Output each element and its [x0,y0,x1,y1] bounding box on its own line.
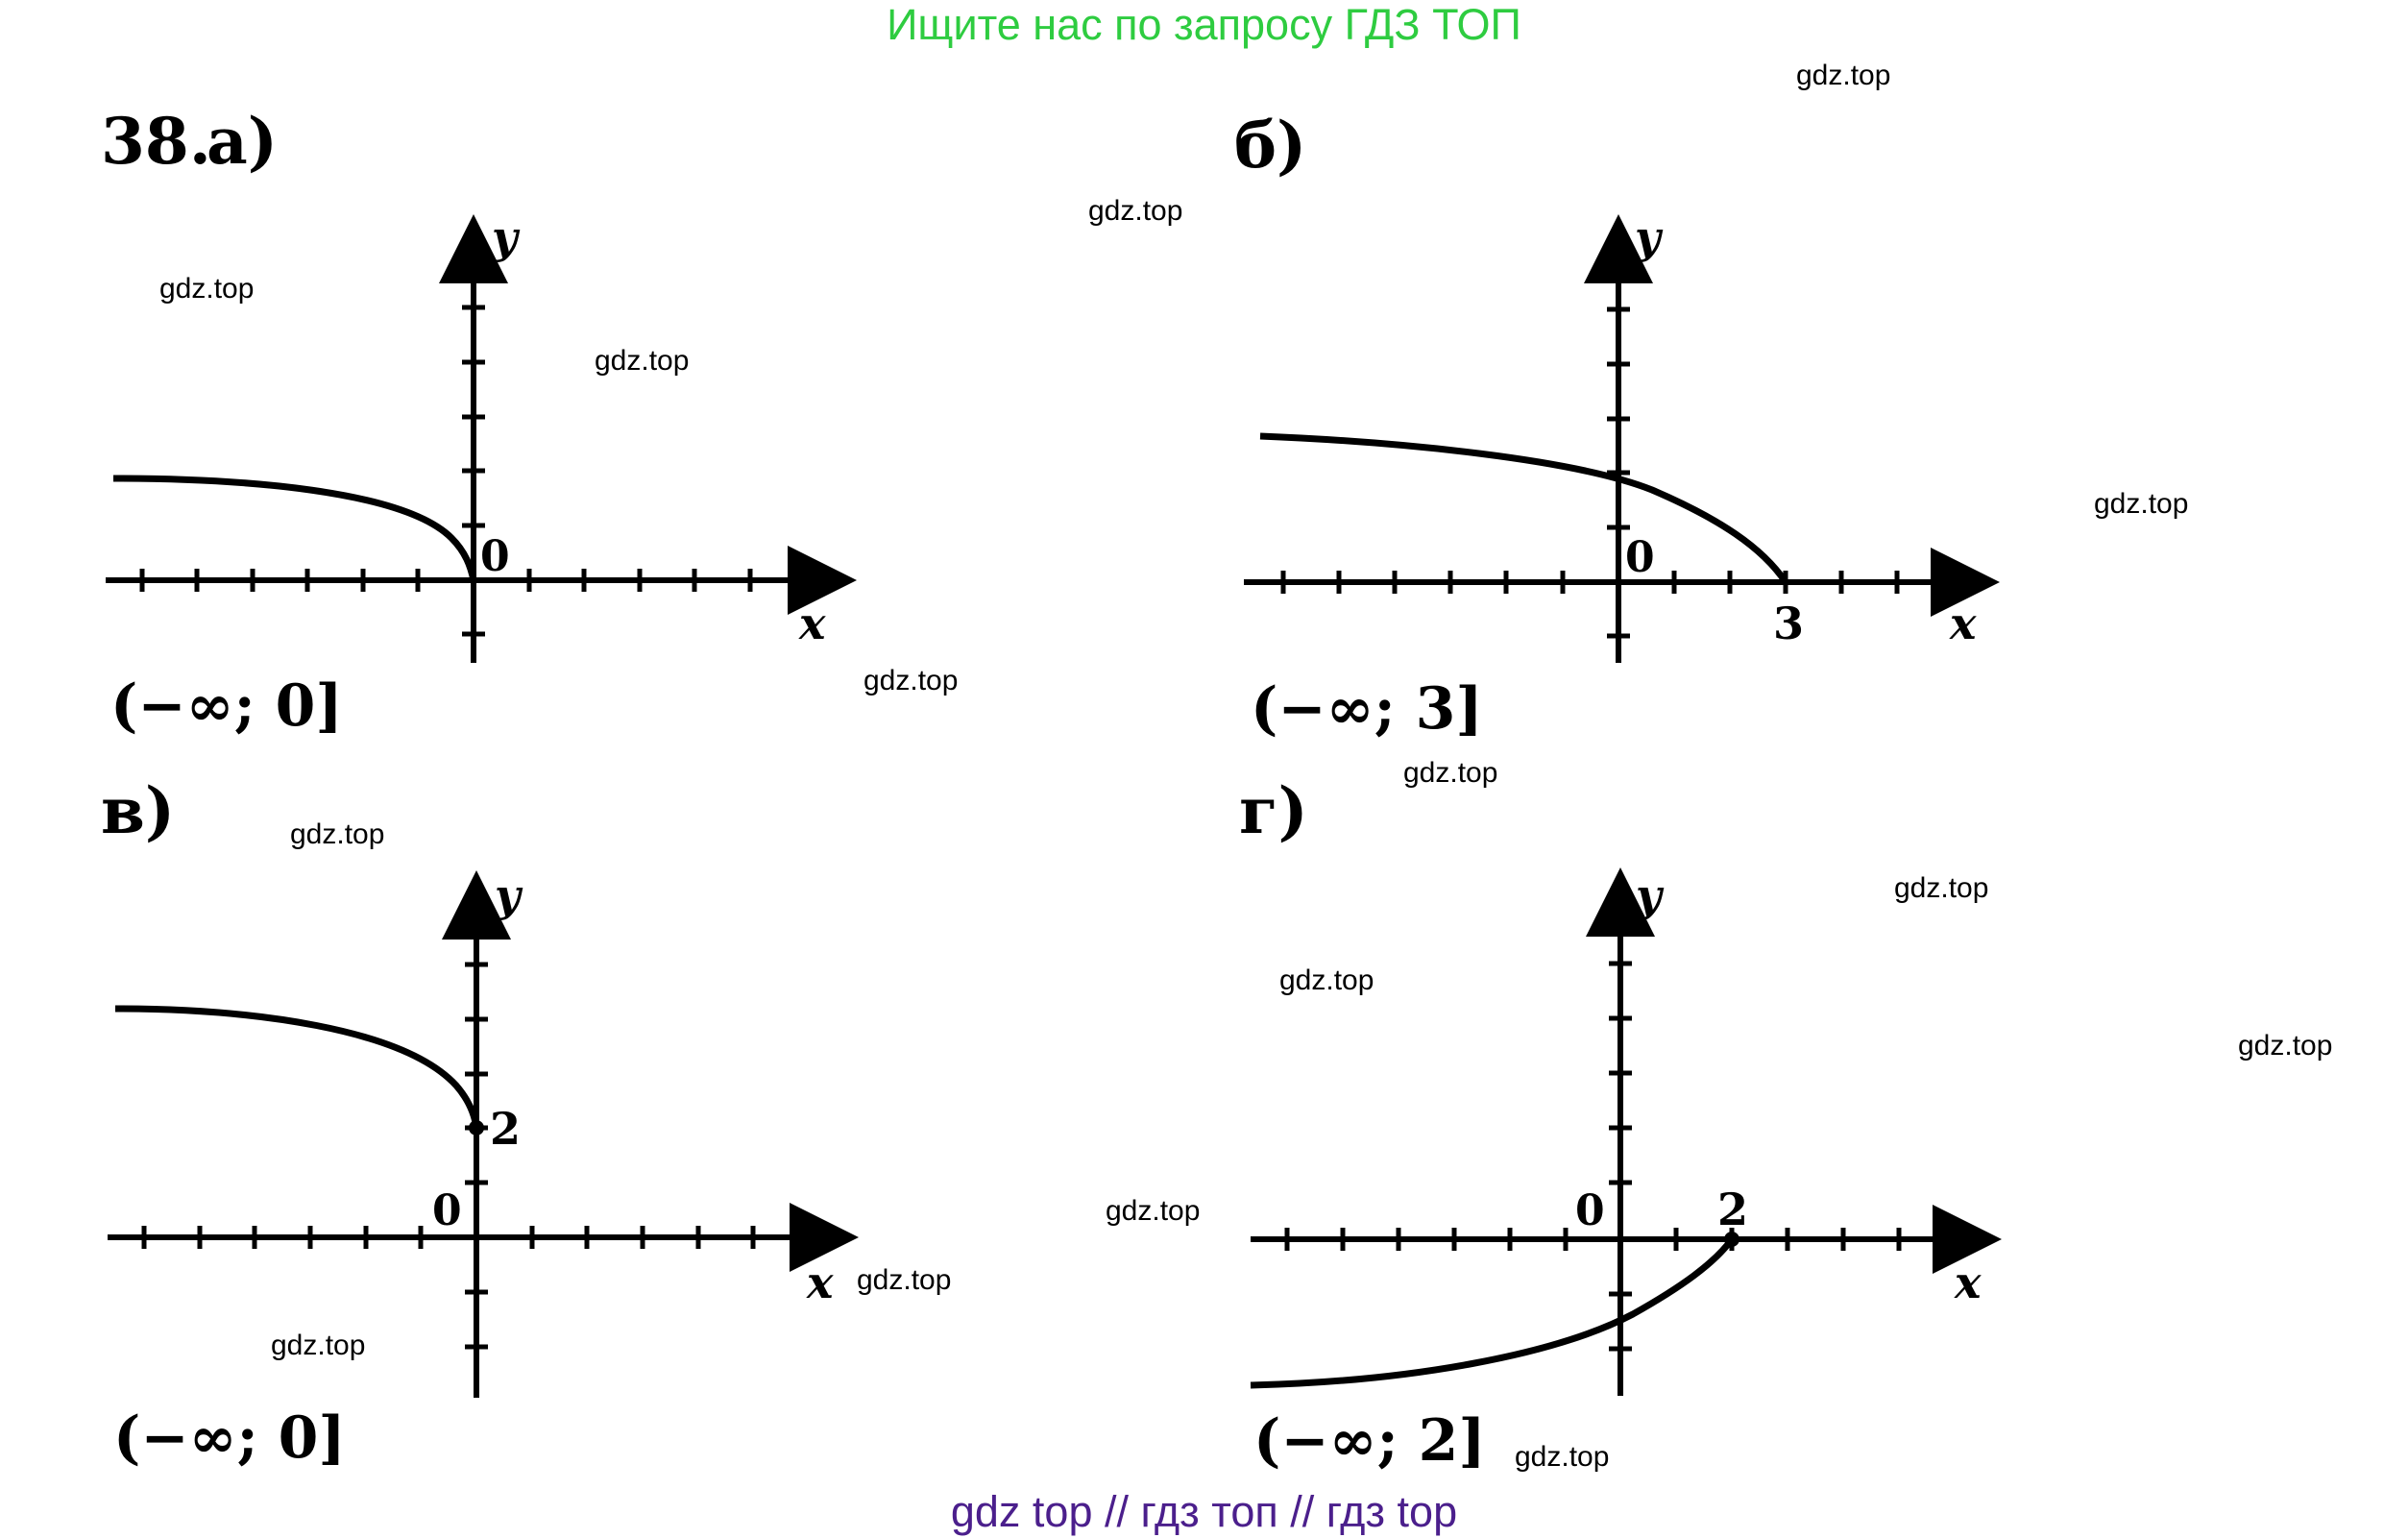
panel-a-y-label: y [492,211,518,263]
endpoint-dot [469,1120,484,1135]
panel-c-label: в) [101,773,176,848]
watermark: gdz.top [857,1264,952,1296]
watermark: gdz.top [1279,964,1374,996]
panel-d-answer: (−∞; 2] [1253,1407,1486,1475]
y-ticks [462,305,485,637]
panel-b-y-label: y [1635,211,1661,263]
panel-b-x-label: x [1950,598,1977,649]
panel-d-origin: 0 [1575,1186,1605,1235]
panel-d-x-mark: 2 [1717,1184,1749,1235]
panel-b-answer: (−∞; 3] [1251,675,1483,743]
panel-d-label: г) [1239,773,1308,848]
panel-d-x-label: x [1955,1257,1982,1308]
x-ticks [141,1226,756,1249]
x-ticks [1280,571,1900,594]
graph-panel-c [108,870,859,1398]
curve [114,1005,480,1129]
watermark: gdz.top [2238,1030,2333,1062]
graph-panel-a [106,214,857,663]
watermark: gdz.top [1088,195,1183,227]
watermark: gdz.top [271,1330,366,1361]
y-ticks [1607,306,1630,639]
panel-a-label: а) [207,104,278,179]
watermark: gdz.top [290,818,385,850]
panel-c-x-label: x [807,1257,834,1308]
panel-c-y-mark: 2 [490,1103,522,1155]
watermark: gdz.top [159,273,255,305]
graph-panel-d [1250,867,2002,1396]
y-ticks [1609,961,1632,1352]
panel-d-y-label: y [1636,869,1662,921]
panel-c-origin: 0 [432,1186,462,1235]
curve [112,475,477,581]
panel-a-origin: 0 [480,532,510,581]
graph-panel-b [1244,214,2000,663]
watermark: gdz.top [595,345,690,377]
panel-a-x-label: x [799,598,826,649]
panel-c-answer: (−∞; 0] [113,1404,346,1472]
problem-number: 38. [101,104,211,179]
watermark: gdz.top [2094,488,2189,520]
curve [1259,432,1788,584]
watermark: gdz.top [1403,757,1498,789]
watermark: gdz.top [1515,1441,1610,1473]
panel-b-label: б) [1234,108,1307,183]
endpoint-dot [1724,1232,1739,1247]
top-banner: Ищите нас по запросу ГДЗ ТОП [887,0,1521,49]
x-ticks [1284,1228,1902,1251]
panel-c-y-label: y [495,869,521,921]
curve [1250,1236,1735,1389]
watermark: gdz.top [863,665,959,696]
panel-a-answer: (−∞; 0] [110,672,343,740]
panel-b-x-mark: 3 [1773,598,1805,649]
panel-b-origin: 0 [1625,533,1655,582]
bottom-banner: gdz top // гдз топ // гдз top [950,1487,1458,1536]
watermark: gdz.top [1106,1195,1201,1227]
x-ticks [139,569,753,592]
watermark: gdz.top [1894,872,1989,904]
watermark: gdz.top [1796,60,1891,91]
